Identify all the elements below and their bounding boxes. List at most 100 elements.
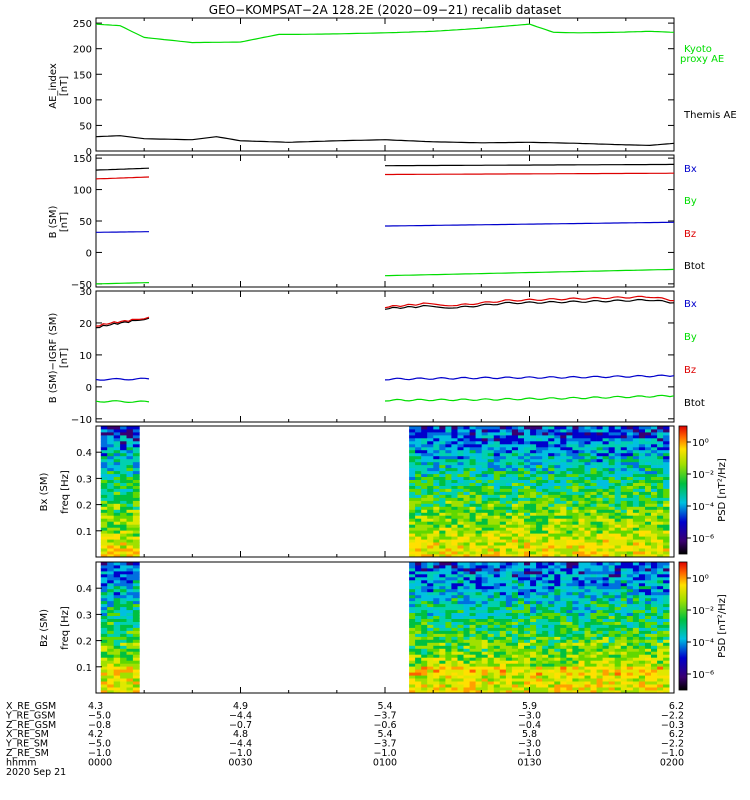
specx-psd-cell: [614, 473, 622, 477]
ephemeris-cell: −3.7: [373, 739, 396, 750]
specz-psd-cell: [626, 606, 634, 611]
specz-psd-cell: [427, 645, 434, 649]
specx-psd-cell: [463, 521, 470, 525]
specz-psd-cell: [651, 687, 658, 691]
specx-psd-cell: [524, 545, 531, 549]
specz-psd-cell: [481, 645, 489, 649]
specz-psd-cell: [554, 654, 561, 658]
specz-psd-cell: [120, 582, 127, 587]
specx-psd-cell: [620, 500, 628, 504]
specz-psd-cell: [530, 627, 537, 631]
specz-psd-cell: [107, 669, 114, 673]
specz-psd-cell: [542, 651, 549, 655]
specz-psd-cell: [638, 681, 646, 685]
specx-psd-cell: [439, 542, 446, 546]
specx-psd-cell: [107, 530, 114, 534]
specx-psd-cell: [120, 458, 127, 463]
specz-psd-cell: [554, 600, 561, 605]
specx-psd-cell: [578, 452, 585, 457]
specz-psd-cell: [415, 624, 422, 628]
specz-psd-cell: [584, 562, 591, 566]
specx-psd-cell: [415, 503, 422, 507]
specx-psd-cell: [566, 548, 573, 552]
specx-cbtick-label: 10⁰: [692, 438, 709, 449]
specx-psd-cell: [100, 497, 108, 501]
specx-psd-cell: [433, 506, 440, 510]
specx-psd-cell: [505, 527, 513, 531]
specz-psd-cell: [572, 568, 579, 572]
specx-psd-cell: [445, 503, 452, 507]
specz-psd-cell: [113, 663, 121, 667]
specx-psd-cell: [632, 479, 640, 483]
specx-psd-cell: [100, 429, 108, 433]
specz-psd-cell: [548, 675, 555, 679]
specz-psd-cell: [439, 657, 446, 661]
specx-psd-cell: [590, 512, 597, 516]
specz-psd-cell: [126, 675, 134, 679]
specz-psd-cell: [469, 690, 476, 694]
specz-psd-cell: [657, 570, 664, 575]
specx-psd-cell: [566, 524, 573, 528]
ephemeris-cell: 0130: [517, 757, 541, 768]
specx-psd-cell: [113, 491, 121, 495]
specx-psd-cell: [572, 509, 579, 513]
specz-psd-cell: [469, 648, 476, 652]
specx-psd-cell: [651, 515, 658, 519]
specx-psd-cell: [632, 455, 640, 460]
specx-psd-cell: [632, 464, 640, 469]
specx-psd-cell: [421, 440, 428, 445]
specx-psd-cell: [427, 518, 434, 522]
specz-psd-cell: [433, 591, 440, 596]
specz-psd-cell: [560, 636, 567, 640]
specx-psd-cell: [475, 497, 482, 501]
specz-psd-cell: [645, 678, 652, 682]
specx-psd-cell: [518, 488, 525, 492]
specz-psd-cell: [511, 687, 519, 691]
specz-psd-cell: [457, 588, 464, 593]
specx-psd-cell: [590, 506, 597, 510]
specx-psd-cell: [566, 497, 573, 501]
specz-psd-cell: [433, 645, 440, 649]
specx-psd-cell: [608, 548, 616, 552]
specx-psd-cell: [638, 518, 646, 522]
specz-psd-cell: [107, 654, 114, 658]
specz-psd-cell: [120, 630, 127, 634]
specz-psd-cell: [439, 591, 446, 596]
specz-psd-cell: [427, 618, 434, 622]
specx-psd-cell: [524, 548, 531, 552]
specx-psd-cell: [107, 440, 114, 445]
specx-psd-cell: [439, 440, 446, 445]
specx-psd-cell: [578, 494, 585, 498]
specz-psd-cell: [100, 651, 108, 655]
specx-psd-cell: [554, 512, 561, 516]
specz-psd-cell: [572, 600, 579, 605]
specx-psd-cell: [663, 443, 670, 448]
specz-psd-cell: [481, 687, 489, 691]
specz-psd-cell: [542, 600, 549, 605]
specz-psd-cell: [457, 633, 464, 637]
specx-psd-cell: [524, 515, 531, 519]
specx-psd-cell: [409, 470, 416, 475]
specz-psd-cell: [608, 642, 616, 646]
specz-psd-cell: [524, 633, 531, 637]
specx-psd-cell: [415, 488, 422, 492]
specx-psd-cell: [602, 429, 609, 433]
specz-psd-cell: [433, 600, 440, 605]
specz-psd-cell: [518, 568, 525, 572]
specx-psd-cell: [548, 464, 555, 469]
specz-psd-cell: [100, 663, 108, 667]
specz-psd-cell: [620, 654, 628, 658]
specz-psd-cell: [120, 591, 127, 596]
specx-psd-cell: [602, 512, 609, 516]
specz-psd-cell: [493, 639, 501, 643]
specx-psd-cell: [657, 548, 664, 552]
specx-psd-cell: [572, 545, 579, 549]
specz-psd-cell: [107, 615, 114, 619]
specx-psd-cell: [469, 467, 476, 472]
specz-psd-cell: [626, 648, 634, 652]
specx-psd-cell: [548, 443, 555, 448]
specx-psd-cell: [536, 533, 543, 537]
specx-psd-cell: [578, 461, 585, 466]
specz-psd-cell: [663, 573, 670, 578]
specx-psd-cell: [475, 509, 482, 513]
